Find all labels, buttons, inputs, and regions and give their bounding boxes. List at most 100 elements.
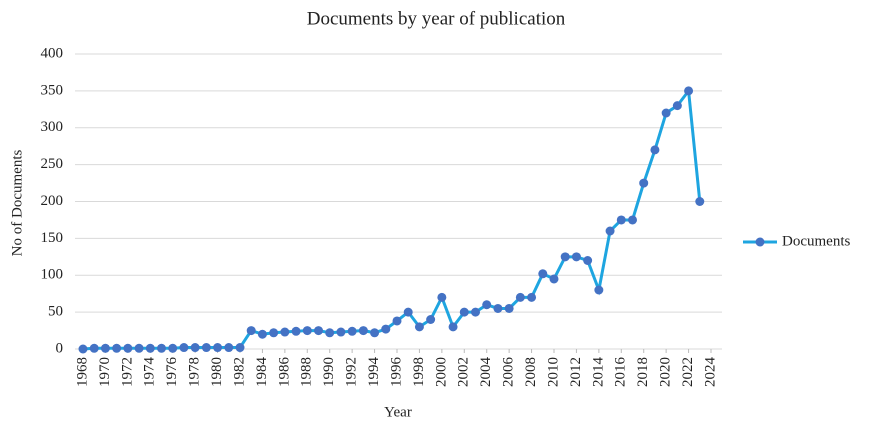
y-tick-label: 0 [56, 340, 64, 356]
x-tick-label: 2004 [478, 357, 494, 388]
x-tick-label: 2014 [590, 357, 606, 388]
data-point [628, 215, 637, 225]
legend-marker [755, 237, 765, 247]
data-point [269, 328, 279, 338]
x-tick-label: 2008 [523, 357, 539, 387]
y-tick-label: 50 [48, 304, 63, 320]
data-point [560, 252, 570, 262]
data-point [661, 108, 671, 118]
data-point [538, 269, 548, 279]
x-tick-label: 2002 [456, 357, 472, 387]
data-point [583, 256, 593, 265]
y-tick-label: 200 [41, 193, 64, 209]
x-tick-label: 2010 [545, 357, 561, 387]
data-point [190, 343, 200, 353]
x-tick-label: 2024 [702, 357, 718, 388]
x-tick-label: 1998 [411, 357, 427, 387]
x-tick-label: 1996 [388, 357, 404, 388]
data-point [157, 343, 166, 353]
x-tick-label: 2016 [613, 357, 629, 388]
data-point [358, 326, 368, 336]
x-tick-label: 2000 [433, 357, 449, 387]
data-point [426, 315, 436, 324]
data-point [605, 226, 615, 236]
data-point [437, 292, 447, 302]
data-point [459, 307, 469, 317]
data-point [527, 292, 537, 302]
data-point [224, 343, 234, 353]
data-point [392, 316, 402, 326]
data-point [672, 101, 682, 111]
data-point [684, 86, 694, 96]
data-point [291, 326, 301, 336]
data-point [347, 326, 357, 336]
data-point [145, 343, 155, 353]
data-point [571, 252, 581, 262]
data-point [504, 303, 514, 313]
x-tick-label: 1992 [344, 357, 360, 387]
data-point [381, 324, 391, 334]
data-point [471, 307, 480, 317]
x-tick-label: 1988 [299, 357, 315, 387]
x-tick-label: 1990 [321, 357, 337, 387]
data-point [89, 343, 99, 353]
y-tick-label: 350 [41, 82, 64, 98]
data-point [403, 307, 413, 317]
x-tick-label: 1978 [187, 357, 203, 387]
data-point [314, 326, 323, 336]
data-point [235, 343, 245, 353]
x-tick-label: 1976 [164, 357, 180, 388]
chart-title: Documents by year of publication [307, 8, 566, 29]
data-point [594, 285, 604, 295]
data-point [201, 343, 211, 353]
x-tick-label: 1984 [254, 357, 270, 388]
x-tick-label: 1970 [97, 357, 113, 387]
x-tick-label: 1994 [366, 357, 382, 388]
data-point [168, 343, 178, 353]
y-axis-label: No of Documents [9, 150, 25, 257]
y-tick-label: 100 [41, 267, 64, 283]
data-point [134, 343, 144, 353]
x-tick-label: 1974 [142, 357, 158, 388]
legend-label: Documents [782, 233, 850, 249]
data-point [482, 300, 492, 310]
data-point [213, 343, 223, 353]
data-point [695, 197, 705, 206]
data-point [336, 327, 346, 337]
data-point [549, 274, 559, 284]
data-point [639, 178, 649, 188]
data-point [616, 215, 626, 225]
data-point [515, 292, 525, 302]
data-point [493, 303, 503, 313]
data-point [100, 343, 110, 353]
x-tick-label: 1972 [119, 357, 135, 387]
data-point [112, 343, 122, 353]
x-tick-label: 2020 [658, 357, 674, 387]
x-tick-label: 2006 [501, 357, 517, 388]
x-axis-label: Year [384, 404, 412, 420]
x-tick-label: 2018 [635, 357, 651, 387]
data-point [448, 322, 458, 332]
data-point [123, 343, 133, 353]
data-point [302, 326, 312, 336]
y-tick-label: 400 [41, 45, 64, 61]
x-tick-label: 1982 [231, 357, 247, 387]
data-point [370, 328, 380, 338]
data-point [179, 343, 189, 353]
y-tick-label: 300 [41, 119, 64, 135]
data-point [78, 344, 88, 354]
x-tick-label: 1980 [209, 357, 225, 387]
series-line [82, 86, 702, 351]
y-tick-label: 250 [41, 156, 64, 172]
data-point [257, 329, 267, 339]
x-tick-label: 2012 [568, 357, 584, 387]
data-point [246, 326, 256, 336]
x-tick-label: 1986 [276, 357, 292, 388]
data-point [325, 328, 335, 338]
x-tick-label: 2022 [680, 357, 696, 387]
data-point [414, 322, 424, 332]
data-point [650, 145, 660, 155]
y-tick-label: 150 [41, 230, 64, 246]
x-tick-label: 1968 [74, 357, 90, 387]
